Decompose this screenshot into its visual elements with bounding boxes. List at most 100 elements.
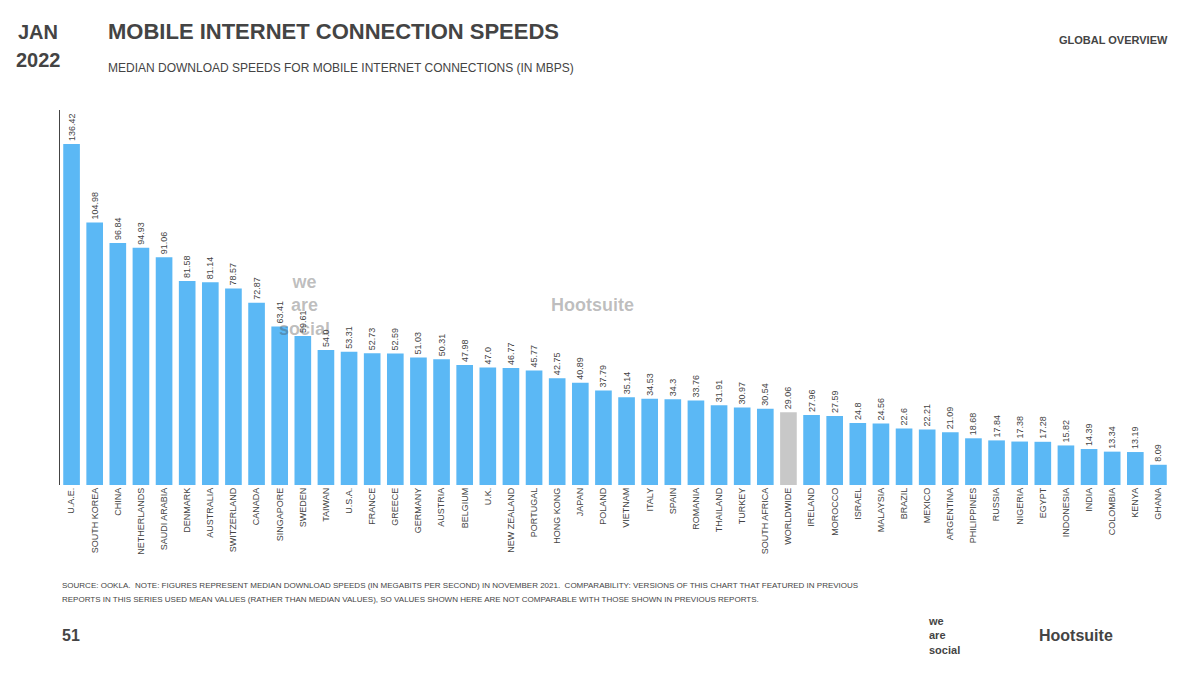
svg-text:JAPAN: JAPAN — [575, 488, 585, 516]
svg-text:18.68: 18.68 — [968, 413, 978, 436]
svg-text:81.14: 81.14 — [205, 257, 215, 280]
svg-text:MEDIAN DOWNLOAD SPEEDS FOR MOB: MEDIAN DOWNLOAD SPEEDS FOR MOBILE INTERN… — [108, 61, 574, 75]
svg-text:22.21: 22.21 — [922, 404, 932, 427]
svg-text:46.77: 46.77 — [506, 343, 516, 366]
svg-text:POLAND: POLAND — [598, 487, 608, 525]
svg-text:40.89: 40.89 — [575, 357, 585, 380]
svg-text:ROMANIA: ROMANIA — [691, 488, 701, 530]
svg-text:21.09: 21.09 — [945, 407, 955, 430]
svg-text:ARGENTINA: ARGENTINA — [945, 488, 955, 541]
svg-text:34.53: 34.53 — [645, 373, 655, 396]
svg-text:136.42: 136.42 — [67, 113, 77, 141]
svg-text:30.54: 30.54 — [760, 383, 770, 406]
svg-text:53.31: 53.31 — [344, 326, 354, 349]
svg-text:EGYPT: EGYPT — [1038, 487, 1048, 518]
svg-text:FRANCE: FRANCE — [367, 488, 377, 525]
svg-text:13.19: 13.19 — [1130, 426, 1140, 449]
svg-text:SOURCE: OOKLA. NOTE: FIGURES: SOURCE: OOKLA. NOTE: FIGURES REPRESENT M… — [62, 581, 858, 590]
svg-text:U.A.E.: U.A.E. — [66, 488, 76, 514]
svg-text:U.K.: U.K. — [483, 488, 493, 506]
svg-text:24.8: 24.8 — [853, 402, 863, 420]
svg-text:PHILIPPINES: PHILIPPINES — [968, 488, 978, 544]
svg-text:U.S.A.: U.S.A. — [344, 488, 354, 514]
svg-text:63.41: 63.41 — [275, 301, 285, 324]
svg-text:TAIWAN: TAIWAN — [321, 488, 331, 522]
svg-text:MEXICO: MEXICO — [922, 488, 932, 524]
svg-text:81.58: 81.58 — [182, 256, 192, 279]
svg-text:ITALY: ITALY — [645, 488, 655, 512]
svg-text:BELGIUM: BELGIUM — [460, 488, 470, 529]
svg-text:2022: 2022 — [16, 49, 61, 71]
svg-text:30.97: 30.97 — [737, 382, 747, 405]
svg-text:SOUTH KOREA: SOUTH KOREA — [90, 488, 100, 554]
svg-text:54.0: 54.0 — [321, 329, 331, 347]
svg-text:GHANA: GHANA — [1153, 488, 1163, 520]
svg-text:HONG KONG: HONG KONG — [552, 488, 562, 544]
svg-text:NEW ZEALAND: NEW ZEALAND — [506, 487, 516, 553]
svg-text:DENMARK: DENMARK — [182, 488, 192, 533]
svg-text:SAUDI ARABIA: SAUDI ARABIA — [159, 488, 169, 551]
svg-text:SOUTH AFRICA: SOUTH AFRICA — [760, 488, 770, 555]
svg-text:50.31: 50.31 — [437, 334, 447, 357]
svg-text:37.79: 37.79 — [598, 365, 608, 388]
svg-text:33.76: 33.76 — [691, 375, 701, 398]
svg-text:27.59: 27.59 — [830, 390, 840, 413]
svg-text:RUSSIA: RUSSIA — [991, 488, 1001, 522]
svg-text:wearesocial: wearesocial — [279, 272, 330, 339]
svg-text:VIETNAM: VIETNAM — [621, 488, 631, 528]
svg-text:SWITZERLAND: SWITZERLAND — [228, 487, 238, 552]
svg-text:NIGERIA: NIGERIA — [1015, 488, 1025, 525]
svg-text:35.14: 35.14 — [622, 372, 632, 395]
svg-text:THAILAND: THAILAND — [714, 487, 724, 532]
svg-text:8.09: 8.09 — [1153, 444, 1163, 462]
svg-text:PORTUGAL: PORTUGAL — [529, 488, 539, 537]
svg-text:GREECE: GREECE — [390, 488, 400, 526]
svg-text:91.06: 91.06 — [159, 232, 169, 255]
svg-text:INDONESIA: INDONESIA — [1061, 488, 1071, 538]
svg-text:Hootsuite: Hootsuite — [551, 295, 634, 315]
svg-text:IRELAND: IRELAND — [806, 487, 816, 527]
svg-text:AUSTRIA: AUSTRIA — [436, 488, 446, 527]
svg-text:104.98: 104.98 — [90, 192, 100, 220]
svg-text:47.98: 47.98 — [460, 340, 470, 363]
svg-text:TURKEY: TURKEY — [737, 488, 747, 525]
svg-text:NETHERLANDS: NETHERLANDS — [136, 488, 146, 555]
svg-text:45.77: 45.77 — [529, 345, 539, 368]
svg-text:22.6: 22.6 — [899, 408, 909, 426]
svg-text:94.93: 94.93 — [136, 222, 146, 245]
svg-text:59.61: 59.61 — [298, 310, 308, 333]
svg-text:wearesocial: wearesocial — [928, 615, 960, 656]
svg-text:BRAZIL: BRAZIL — [899, 488, 909, 520]
svg-text:JAN: JAN — [18, 21, 58, 43]
svg-text:SPAIN: SPAIN — [668, 488, 678, 514]
svg-text:29.06: 29.06 — [783, 387, 793, 410]
svg-text:SWEDEN: SWEDEN — [298, 488, 308, 528]
svg-text:CHINA: CHINA — [113, 488, 123, 516]
svg-text:INDIA: INDIA — [1084, 488, 1094, 512]
svg-text:96.84: 96.84 — [113, 217, 123, 240]
svg-text:GLOBAL OVERVIEW: GLOBAL OVERVIEW — [1059, 34, 1168, 46]
svg-text:REPORTS IN THIS SERIES USED ME: REPORTS IN THIS SERIES USED MEAN VALUES … — [62, 595, 759, 604]
svg-text:42.75: 42.75 — [552, 353, 562, 376]
svg-text:72.87: 72.87 — [252, 277, 262, 300]
svg-text:78.57: 78.57 — [228, 263, 238, 286]
svg-text:47.0: 47.0 — [483, 347, 493, 365]
svg-text:SINGAPORE: SINGAPORE — [275, 488, 285, 542]
svg-text:CANADA: CANADA — [251, 488, 261, 526]
svg-text:51.03: 51.03 — [413, 332, 423, 355]
svg-text:MALAYSIA: MALAYSIA — [876, 488, 886, 532]
svg-text:Hootsuite: Hootsuite — [1039, 627, 1113, 644]
svg-text:14.39: 14.39 — [1084, 423, 1094, 446]
svg-text:52.59: 52.59 — [390, 328, 400, 351]
svg-text:KENYA: KENYA — [1130, 488, 1140, 518]
svg-text:WORLDWIDE: WORLDWIDE — [783, 488, 793, 545]
svg-text:MOROCCO: MOROCCO — [830, 488, 840, 536]
svg-text:34.3: 34.3 — [668, 379, 678, 397]
svg-text:17.84: 17.84 — [992, 415, 1002, 438]
svg-text:51: 51 — [62, 627, 80, 644]
svg-text:GERMANY: GERMANY — [413, 488, 423, 534]
svg-text:27.96: 27.96 — [807, 390, 817, 413]
svg-text:52.73: 52.73 — [367, 328, 377, 351]
svg-text:15.82: 15.82 — [1061, 420, 1071, 443]
svg-text:ISRAEL: ISRAEL — [853, 488, 863, 520]
